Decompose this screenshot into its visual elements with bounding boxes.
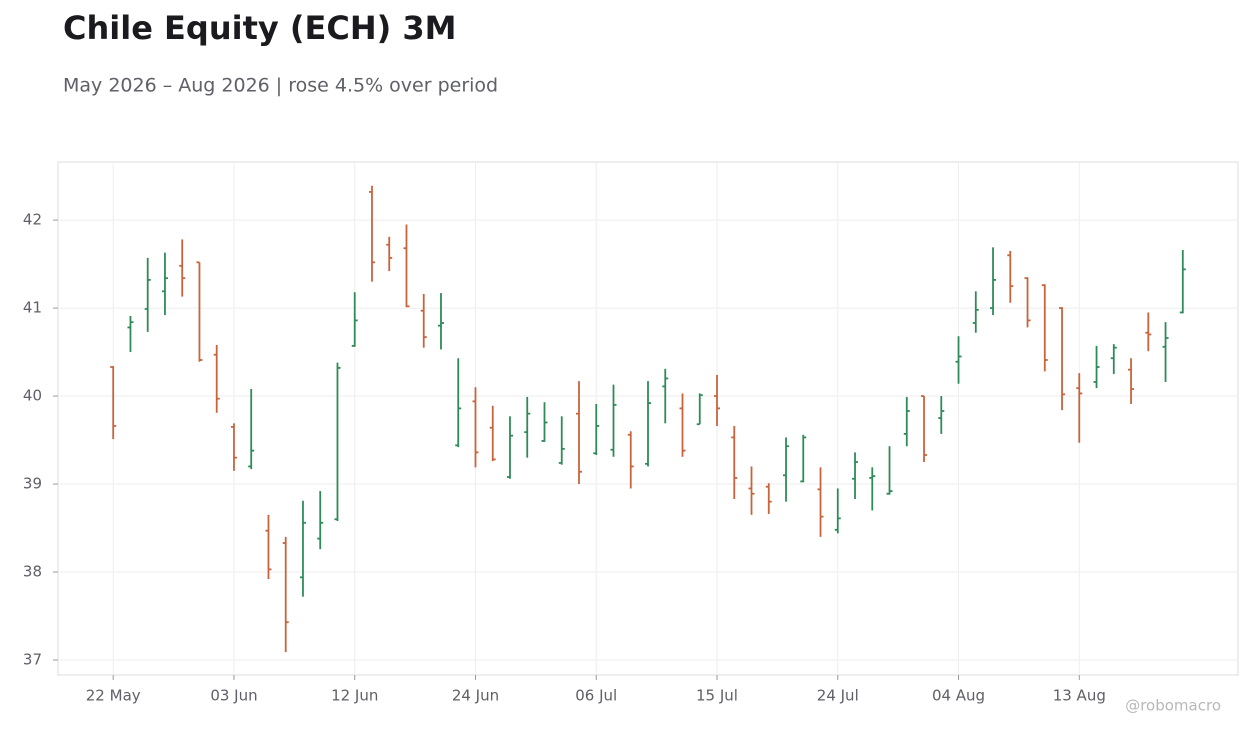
x-tick-label: 24 Jul (817, 687, 859, 705)
y-tick-label: 38 (23, 563, 42, 581)
x-tick-label: 13 Aug (1053, 687, 1106, 705)
x-tick-label: 03 Jun (210, 687, 257, 705)
x-tick-label: 24 Jun (452, 687, 499, 705)
x-tick-label: 22 May (86, 687, 141, 705)
x-tick-label: 12 Jun (331, 687, 378, 705)
x-tick-label: 15 Jul (696, 687, 738, 705)
chart-subtitle: May 2026 – Aug 2026 | rose 4.5% over per… (63, 75, 498, 97)
credit: @robomacro (1125, 697, 1221, 715)
x-tick-label: 04 Aug (932, 687, 985, 705)
y-tick-label: 39 (23, 475, 42, 493)
x-tick-label: 06 Jul (575, 687, 617, 705)
plot-frame (57, 161, 1239, 676)
y-tick-label: 41 (23, 299, 42, 317)
y-tick-label: 40 (23, 387, 42, 405)
chart-title: Chile Equity (ECH) 3M (63, 9, 456, 47)
y-tick-label: 37 (23, 651, 42, 669)
y-tick-label: 42 (23, 211, 42, 229)
